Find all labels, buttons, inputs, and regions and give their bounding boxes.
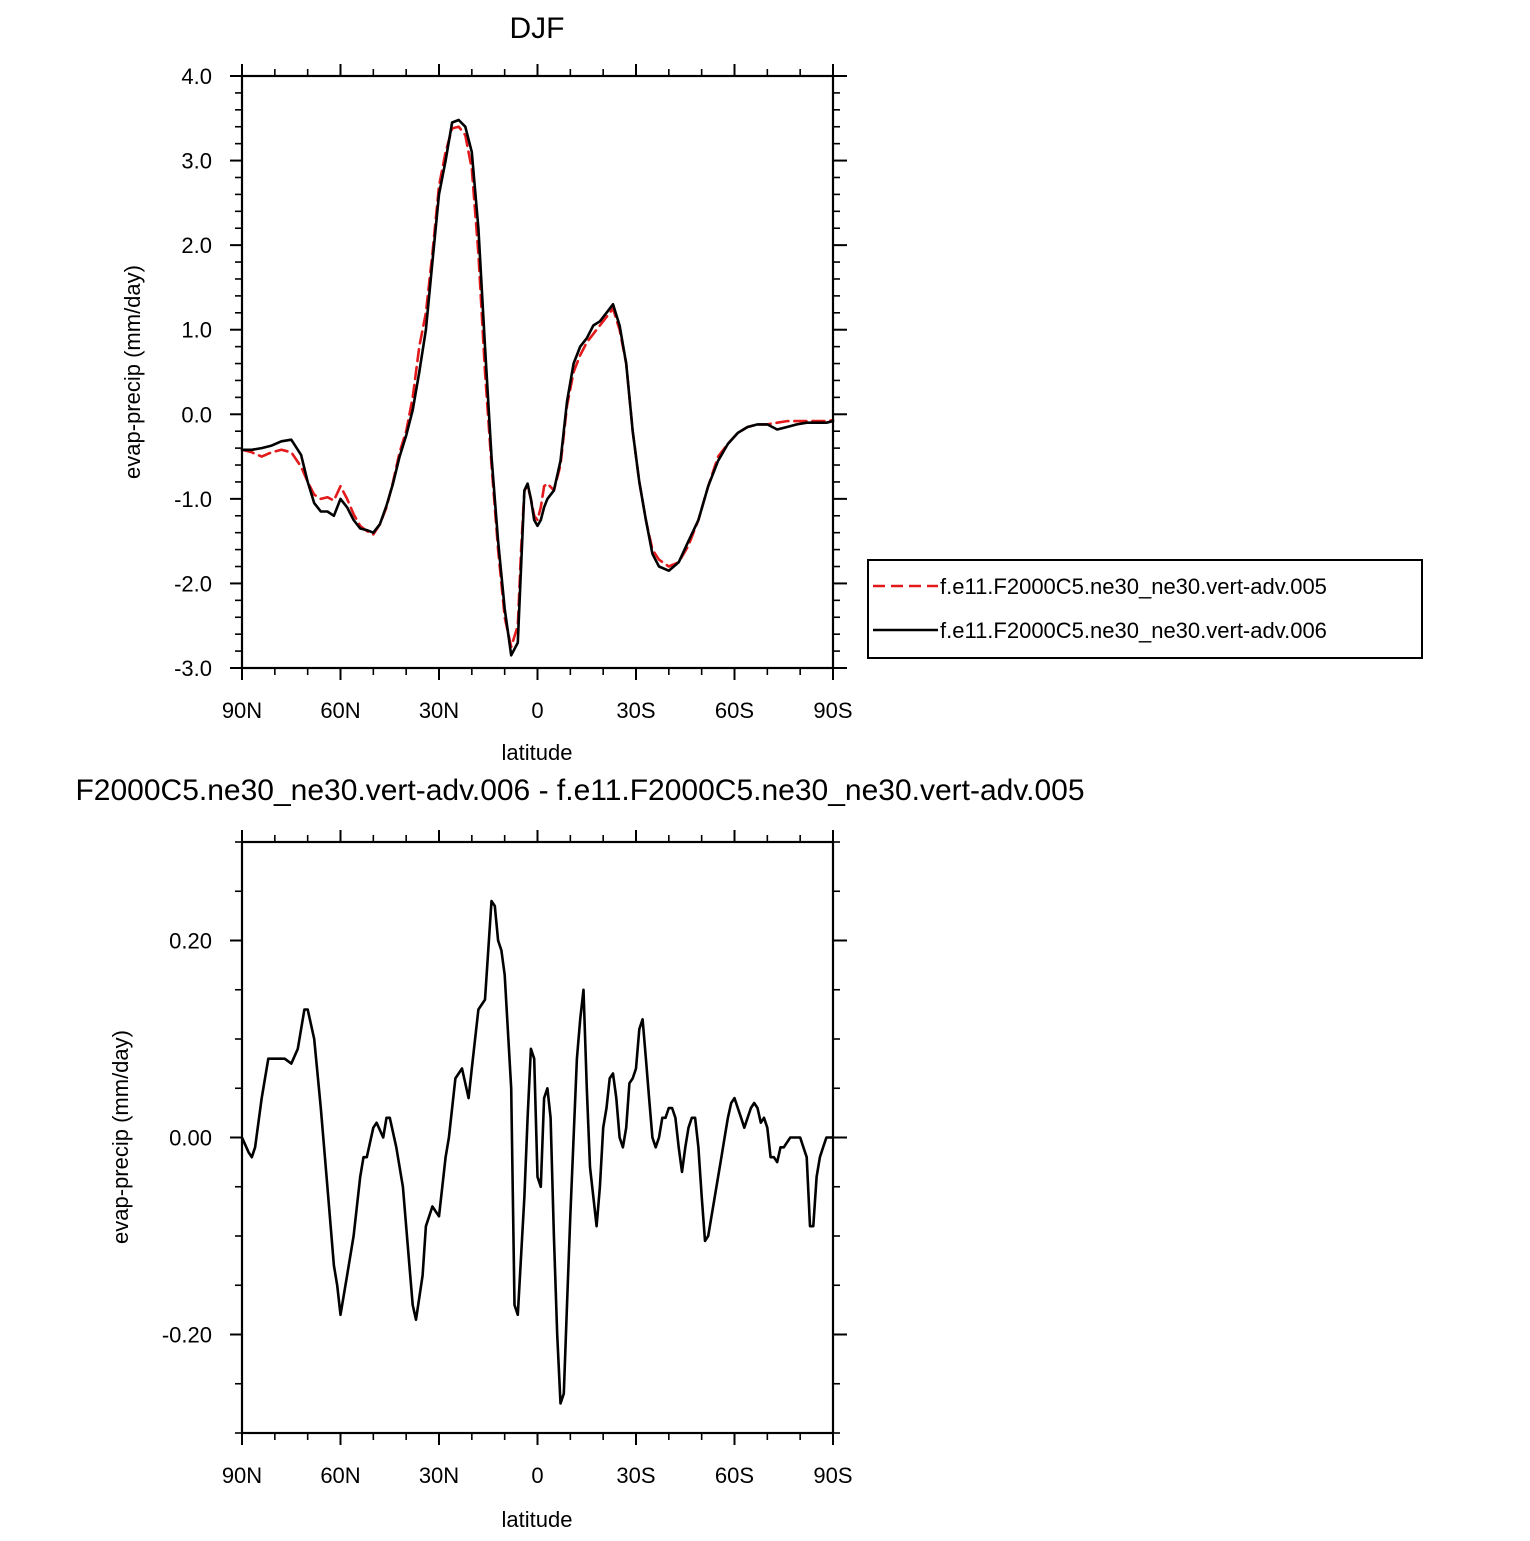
x-axis-ticks: 90N 60N 30N 0 30S 60S 90S [222, 830, 853, 1488]
chart-title: F2000C5.ne30_ne30.vert-adv.006 - f.e11.F… [75, 774, 1084, 807]
x-tick-label: 60N [320, 1463, 360, 1488]
legend: f.e11.F2000C5.ne30_ne30.vert-adv.005 f.e… [867, 559, 1423, 659]
y-tick-label: 0.00 [169, 1126, 212, 1151]
x-tick-label: 30S [616, 1463, 655, 1488]
x-tick-label: 30N [419, 1463, 459, 1488]
series-line-1 [240, 899, 835, 1405]
legend-box [867, 559, 1423, 659]
x-tick-label: 30N [419, 698, 459, 723]
series-layer [240, 899, 835, 1405]
plot-frame [240, 840, 835, 1435]
y-axis-label: evap-precip (mm/day) [120, 265, 145, 479]
x-axis-label: latitude [502, 740, 573, 765]
x-axis-ticks: 90N 60N 30N 0 30S 60S 90S [222, 64, 853, 723]
x-tick-label: 90S [813, 1463, 852, 1488]
x-tick-label: 60S [715, 698, 754, 723]
y-tick-label: 1.0 [181, 318, 212, 343]
legend-label-005: f.e11.F2000C5.ne30_ne30.vert-adv.005 [940, 574, 1327, 599]
y-tick-label: 0.20 [169, 929, 212, 954]
legend-label-006: f.e11.F2000C5.ne30_ne30.vert-adv.006 [940, 618, 1327, 643]
x-tick-label: 60S [715, 1463, 754, 1488]
x-tick-label: 0 [531, 1463, 543, 1488]
x-tick-label: 60N [320, 698, 360, 723]
y-tick-label: 2.0 [181, 233, 212, 258]
y-tick-label: -1.0 [174, 487, 212, 512]
x-tick-label: 90N [222, 1463, 262, 1488]
y-axis-label: evap-precip (mm/day) [108, 1030, 133, 1244]
plot-frame [240, 74, 835, 670]
y-tick-label: 4.0 [181, 64, 212, 89]
x-tick-label: 30S [616, 698, 655, 723]
y-axis-ticks: -3.0 -2.0 -1.0 0.0 1.0 2.0 3.0 4.0 [174, 64, 847, 681]
y-axis-ticks: -0.20 0.00 0.20 [162, 841, 847, 1434]
x-axis-label: latitude [502, 1507, 573, 1532]
y-tick-label: -0.20 [162, 1323, 212, 1348]
series-layer [240, 118, 835, 657]
top-panel: DJF -3.0 -2.0 -1.0 0.0 1.0 2.0 3.0 4.0 90N 60N 30… [120, 12, 853, 765]
y-tick-label: -2.0 [174, 571, 212, 596]
y-tick-label: 0.0 [181, 402, 212, 427]
x-tick-label: 90S [813, 698, 852, 723]
x-tick-label: 90N [222, 698, 262, 723]
x-tick-label: 0 [531, 698, 543, 723]
bottom-panel: F2000C5.ne30_ne30.vert-adv.006 - f.e11.F… [75, 774, 1084, 1532]
chart-title: DJF [510, 12, 565, 45]
series-line-1 [240, 125, 835, 649]
series-line-2 [240, 118, 835, 657]
y-tick-label: -3.0 [174, 656, 212, 681]
y-tick-label: 3.0 [181, 149, 212, 174]
